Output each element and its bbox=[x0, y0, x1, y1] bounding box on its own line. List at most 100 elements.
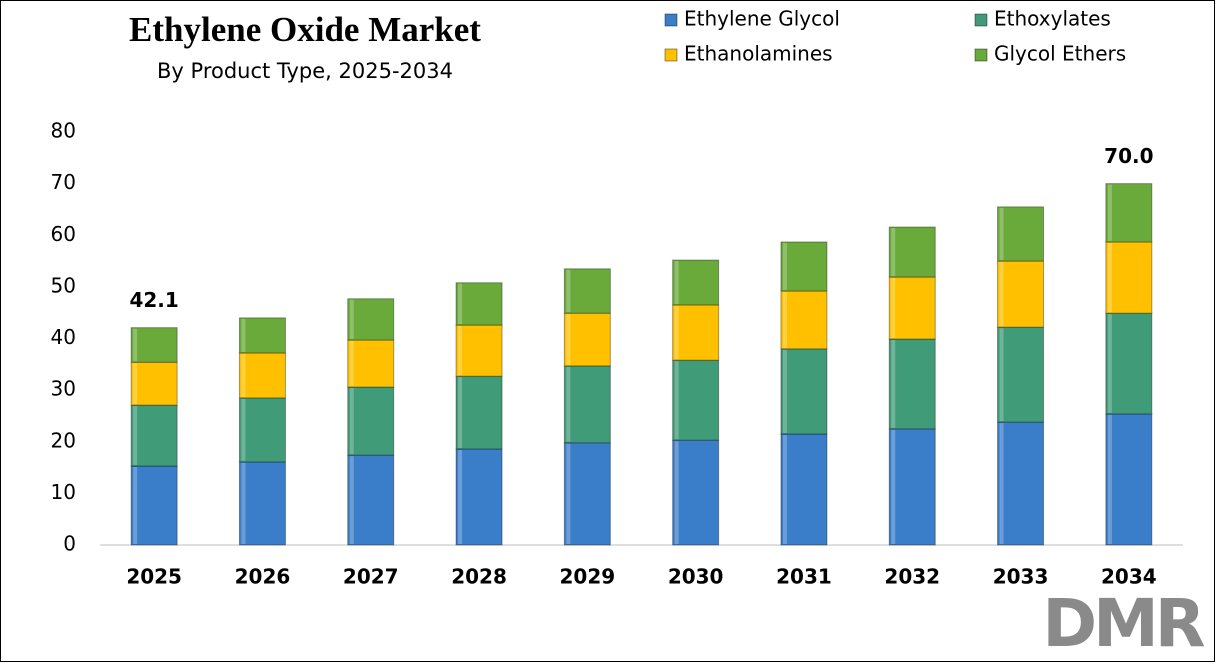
bar-segment bbox=[455, 448, 503, 546]
bar-segment bbox=[130, 361, 178, 406]
y-tick-label: 30 bbox=[51, 377, 76, 401]
bar-highlight bbox=[133, 328, 138, 362]
bar-segment bbox=[672, 259, 720, 306]
y-tick-label: 20 bbox=[51, 428, 76, 452]
legend-label: Glycol Ethers bbox=[994, 42, 1126, 66]
bar-highlight bbox=[133, 467, 138, 544]
bar-highlight bbox=[133, 406, 138, 466]
bar-highlight bbox=[566, 269, 571, 313]
x-tick-label: 2032 bbox=[884, 565, 940, 589]
bar-segment bbox=[672, 304, 720, 361]
bar-highlight bbox=[674, 305, 679, 360]
bar-segment bbox=[1105, 413, 1153, 546]
bar-segment bbox=[780, 241, 828, 292]
bar-segment bbox=[347, 339, 395, 388]
bar-highlight bbox=[891, 278, 896, 339]
bar-segment bbox=[563, 365, 611, 444]
bar-highlight bbox=[241, 318, 246, 352]
bar-highlight bbox=[349, 299, 354, 340]
x-tick-label: 2033 bbox=[993, 565, 1049, 589]
y-tick-label: 50 bbox=[51, 273, 76, 297]
legend-label: Ethanolamines bbox=[684, 42, 833, 66]
bar-highlight bbox=[782, 292, 787, 348]
bar-highlight bbox=[1107, 242, 1112, 313]
bar-segment bbox=[130, 465, 178, 546]
bar-highlight bbox=[241, 398, 246, 461]
bar-segment bbox=[1105, 183, 1153, 243]
legend-label: Ethylene Glycol bbox=[684, 7, 840, 31]
legend-swatch bbox=[664, 13, 678, 27]
chart-title: Ethylene Oxide Market bbox=[129, 10, 481, 49]
bar-segment bbox=[563, 312, 611, 367]
bar-highlight bbox=[458, 326, 463, 376]
y-tick-label: 60 bbox=[51, 222, 76, 246]
bar-highlight bbox=[999, 423, 1004, 544]
legend-swatch bbox=[974, 13, 988, 27]
x-tick-label: 2026 bbox=[235, 565, 291, 589]
bar-highlight bbox=[782, 242, 787, 291]
bar-highlight bbox=[674, 441, 679, 544]
legend-label: Ethoxylates bbox=[994, 7, 1111, 31]
bar-segment bbox=[563, 442, 611, 546]
bar-segment bbox=[888, 276, 936, 340]
legend-swatch bbox=[664, 48, 678, 62]
bar-segment bbox=[563, 268, 611, 314]
bar-segment bbox=[1105, 312, 1153, 415]
bar-segment bbox=[888, 226, 936, 278]
bar-highlight bbox=[133, 363, 138, 405]
bar-segment bbox=[455, 282, 503, 326]
x-tick-label: 2031 bbox=[776, 565, 832, 589]
legend-swatch bbox=[974, 48, 988, 62]
bar-highlight bbox=[674, 361, 679, 440]
logo: DMR bbox=[1042, 585, 1204, 662]
bar-segment bbox=[238, 317, 286, 354]
x-tick-label: 2034 bbox=[1101, 565, 1157, 589]
bar-highlight bbox=[782, 435, 787, 544]
bar-highlight bbox=[349, 456, 354, 544]
total-label: 70.0 bbox=[1104, 144, 1153, 168]
x-tick-label: 2030 bbox=[668, 565, 724, 589]
bar-segment bbox=[1105, 241, 1153, 314]
y-tick-label: 40 bbox=[51, 325, 76, 349]
bar-segment bbox=[997, 260, 1045, 328]
bar-highlight bbox=[782, 349, 787, 434]
bar-highlight bbox=[349, 388, 354, 455]
bar-highlight bbox=[458, 283, 463, 325]
bar-segment bbox=[238, 397, 286, 463]
bar-segment bbox=[997, 326, 1045, 423]
bar-segment bbox=[455, 375, 503, 450]
bar-highlight bbox=[1107, 314, 1112, 413]
bar-highlight bbox=[566, 443, 571, 544]
bar-highlight bbox=[566, 366, 571, 442]
bar-segment bbox=[238, 352, 286, 399]
x-tick-label: 2027 bbox=[343, 565, 399, 589]
bar-highlight bbox=[999, 207, 1004, 261]
bar-segment bbox=[672, 439, 720, 546]
bar-segment bbox=[888, 338, 936, 430]
bar-segment bbox=[347, 386, 395, 456]
bar-segment bbox=[780, 290, 828, 350]
bar-highlight bbox=[566, 314, 571, 365]
y-tick-label: 10 bbox=[51, 480, 76, 504]
bar-segment bbox=[347, 454, 395, 546]
bar-segment bbox=[888, 428, 936, 546]
total-label: 42.1 bbox=[129, 288, 178, 312]
bar-highlight bbox=[458, 377, 463, 448]
bar-segment bbox=[672, 359, 720, 441]
bar-segment bbox=[997, 421, 1045, 546]
bar-segment bbox=[455, 324, 503, 377]
y-tick-label: 70 bbox=[51, 170, 76, 194]
bar-highlight bbox=[891, 429, 896, 544]
bar-highlight bbox=[458, 449, 463, 544]
bar-highlight bbox=[891, 340, 896, 428]
bar-segment bbox=[347, 298, 395, 341]
x-tick-label: 2025 bbox=[126, 565, 182, 589]
x-tick-label: 2029 bbox=[560, 565, 616, 589]
bar-highlight bbox=[1107, 184, 1112, 241]
chart-subtitle: By Product Type, 2025-2034 bbox=[157, 59, 453, 83]
bar-highlight bbox=[1107, 414, 1112, 544]
bar-segment bbox=[780, 348, 828, 435]
bar-segment bbox=[130, 327, 178, 363]
bar-highlight bbox=[891, 227, 896, 277]
bar-highlight bbox=[674, 261, 679, 304]
